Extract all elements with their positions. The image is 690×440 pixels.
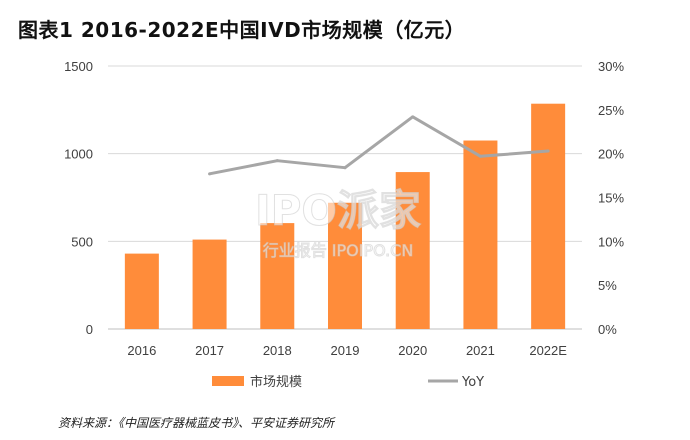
yoy-line [209,115,549,176]
y-right-tick-label: 10% [598,234,624,249]
bar [395,172,430,329]
x-axis: 2016 2017 2018 2019 2020 2021 2022E [127,343,567,358]
watermark-main: IPO派家 [255,186,421,235]
x-tick-label: 2018 [263,343,292,358]
y-axis-right: 0% 5% 10% 15% 20% 25% 30% [598,59,624,337]
x-tick-label: 2022E [529,343,567,358]
yoy-point [411,115,415,119]
x-tick-label: 2020 [398,343,427,358]
bar [531,103,566,330]
yoy-point [275,159,279,163]
legend: 市场规模 YoY [212,374,484,390]
bar [328,202,362,329]
y-right-tick-label: 20% [598,147,624,162]
y-right-tick-label: 5% [598,278,617,293]
yoy-point [478,154,482,158]
yoy-point [343,166,347,170]
bar [463,140,498,329]
y-left-tick-label: 1500 [64,59,93,74]
bar [124,253,159,329]
yoy-point [546,149,550,153]
bar [260,223,295,329]
legend-bar-swatch [212,376,244,386]
y-left-tick-label: 1000 [64,147,93,162]
y-left-tick-label: 0 [86,322,93,337]
y-axis-left: 0 500 1000 1500 [64,59,93,337]
y-left-tick-label: 500 [71,234,93,249]
x-tick-label: 2017 [195,343,224,358]
yoy-series [208,115,550,176]
legend-bar-label: 市场规模 [250,374,302,390]
chart-title: 图表1 2016-2022E中国IVD市场规模（亿元） [18,18,466,42]
x-tick-label: 2019 [331,343,360,358]
legend-line-label: YoY [461,375,484,390]
y-right-tick-label: 25% [598,103,624,118]
x-tick-label: 2016 [127,343,156,358]
y-right-tick-label: 30% [598,59,624,74]
y-right-tick-label: 0% [598,322,617,337]
watermark-sub: 行业报告 IPOIPO.CN [263,241,414,260]
y-right-tick-label: 15% [598,191,624,206]
bar [192,239,227,329]
watermark: IPO派家 行业报告 IPOIPO.CN [254,186,421,261]
x-tick-label: 2021 [466,343,495,358]
bar-series [124,103,566,330]
yoy-point [208,172,212,176]
source-note: 资料来源：《中国医疗器械蓝皮书》、平安证券研究所 [58,416,335,430]
